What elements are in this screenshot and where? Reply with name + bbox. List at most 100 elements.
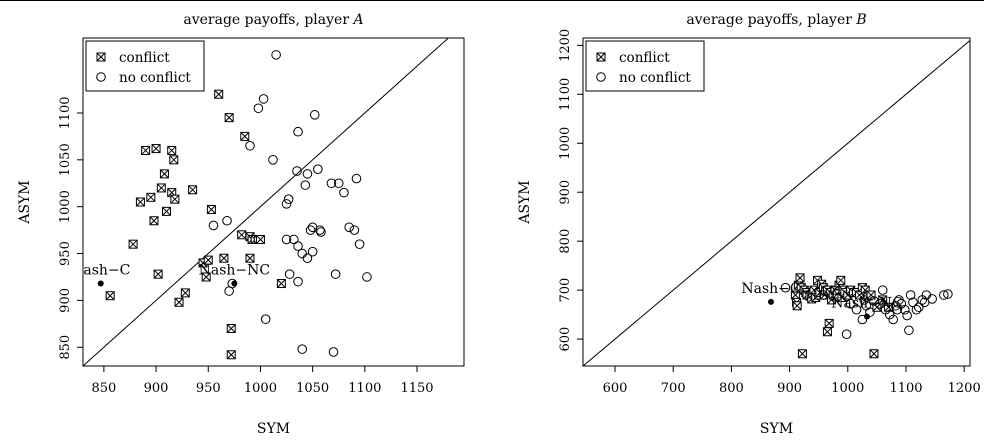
point-no-conflict — [362, 272, 372, 282]
point-conflict — [860, 285, 870, 295]
marker-cross-b — [201, 272, 211, 282]
marker-cross-b — [219, 253, 229, 263]
marker-cross-b — [151, 144, 161, 153]
y-tick-label: 1000 — [558, 127, 573, 160]
legend-marker-conflict — [596, 52, 606, 62]
legend: conflict no conflict — [585, 40, 705, 92]
point-no-conflict — [253, 103, 264, 114]
marker-cross-b — [224, 113, 234, 123]
point-no-conflict — [208, 220, 219, 231]
point-no-conflict — [818, 290, 829, 300]
point-no-conflict — [892, 304, 903, 315]
x-tick-label: 1000 — [831, 381, 864, 396]
x-tick-label: 800 — [719, 381, 744, 396]
chart-title-text: average payoffs, player — [686, 12, 856, 28]
label-nash-nc: Nash−NC — [199, 263, 271, 279]
point-no-conflict — [245, 140, 255, 151]
y-axis-label: ASYM — [517, 180, 533, 224]
legend-marker-no-conflict — [96, 72, 106, 82]
point-no-conflict — [292, 166, 302, 176]
legend-label-no-conflict: no conflict — [619, 70, 691, 86]
plot-frame — [82, 37, 465, 367]
marker-cross-b — [167, 146, 177, 155]
point-no-conflict — [305, 225, 316, 235]
point-no-conflict — [869, 296, 879, 306]
point-no-conflict — [859, 295, 869, 305]
point-conflict — [162, 206, 172, 216]
point-no-conflict — [830, 285, 840, 295]
point-conflict — [135, 197, 145, 207]
point-conflict — [824, 318, 834, 328]
marker-cross-b — [866, 290, 876, 300]
marker-cross-b — [245, 253, 255, 263]
point-nash-nc — [231, 280, 238, 287]
point-no-conflict — [874, 299, 885, 309]
data-points — [767, 273, 953, 359]
x-axis-label: SYM — [760, 421, 793, 437]
x-axis-label: SYM — [257, 421, 290, 437]
marker-cross-b — [869, 349, 879, 359]
point-no-conflict — [268, 155, 278, 165]
point-conflict — [245, 253, 255, 263]
point-no-conflict — [939, 290, 949, 300]
point-conflict — [237, 230, 247, 240]
point-conflict — [226, 350, 236, 360]
marker-cross-b — [203, 255, 213, 265]
nash-labels: Nash−C Nash−NC — [741, 281, 902, 312]
point-no-conflict — [877, 285, 888, 295]
point-conflict — [174, 297, 184, 307]
point-no-conflict — [313, 164, 323, 174]
marker-cross-b — [878, 295, 888, 305]
y-tick-label: 800 — [558, 229, 573, 254]
marker-cross-b — [153, 269, 163, 279]
point-no-conflict — [281, 199, 292, 209]
point-conflict — [141, 145, 151, 155]
y-axis-label: ASYM — [17, 180, 33, 224]
chart-title: average payoffs, player A — [183, 12, 363, 28]
marker-cross-b — [149, 216, 159, 226]
marker-cross-b — [836, 275, 846, 285]
legend-box — [85, 40, 205, 92]
marker-cross-b — [207, 205, 216, 214]
point-no-conflict — [293, 126, 303, 137]
legend-marker-no-conflict — [596, 72, 606, 82]
marker-cross-b — [860, 285, 870, 295]
marker-cross-b — [226, 324, 236, 333]
point-no-conflict — [884, 309, 895, 320]
point-no-conflict — [943, 289, 953, 299]
y-tick-label: 950 — [58, 241, 73, 266]
point-no-conflict — [302, 253, 313, 264]
legend-box — [585, 40, 705, 92]
plot-frame — [582, 37, 971, 367]
y-tick-label: 900 — [58, 288, 73, 313]
x-tick-label: 900 — [144, 381, 169, 396]
point-conflict — [836, 275, 846, 285]
point-conflict — [866, 290, 876, 300]
point-no-conflict — [905, 290, 916, 300]
point-no-conflict — [283, 194, 294, 204]
point-no-conflict — [911, 304, 922, 315]
legend-marker-conflict — [96, 52, 106, 62]
point-conflict — [219, 253, 229, 263]
point-conflict — [201, 272, 211, 282]
point-conflict — [226, 324, 236, 334]
point-no-conflict — [328, 347, 339, 357]
point-no-conflict — [281, 234, 292, 245]
y-tick-label: 1100 — [558, 78, 573, 111]
point-no-conflict — [293, 276, 303, 287]
marker-cross-b — [160, 169, 169, 179]
point-no-conflict — [316, 227, 326, 237]
point-conflict — [203, 255, 213, 265]
legend-label-conflict: conflict — [119, 50, 170, 66]
point-conflict — [206, 204, 216, 214]
marker-cross-b — [596, 52, 606, 62]
point-no-conflict — [258, 94, 269, 104]
x-tick-label: 850 — [91, 381, 116, 396]
point-conflict — [146, 192, 156, 202]
point-no-conflict — [309, 110, 320, 120]
legend-label-no-conflict: no conflict — [119, 70, 191, 86]
chart-title: average payoffs, player B — [686, 12, 866, 28]
marker-cross-b — [169, 155, 179, 165]
marker-cross-b — [180, 288, 190, 298]
